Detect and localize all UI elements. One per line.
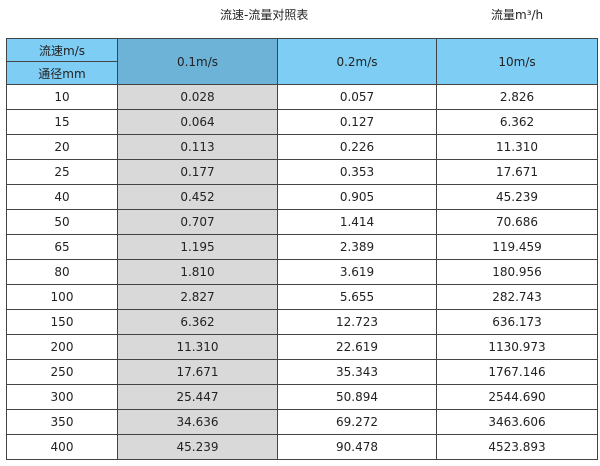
flow-cell: 70.686 — [436, 209, 598, 235]
flow-cell: 0.905 — [277, 184, 437, 210]
diameter-cell: 150 — [6, 309, 118, 335]
diameter-cell: 15 — [6, 109, 118, 135]
flow-cell: 45.239 — [117, 434, 278, 460]
flow-cell: 11.310 — [436, 134, 598, 160]
flow-cell: 1.810 — [117, 259, 278, 285]
flow-cell: 11.310 — [117, 334, 278, 360]
flow-cell: 17.671 — [117, 359, 278, 385]
unit-label: 流量m³/h — [491, 8, 544, 22]
table-row: 40 0.452 0.905 45.239 — [6, 184, 598, 210]
column-header-0.2: 0.2m/s — [277, 38, 437, 85]
flow-cell: 6.362 — [117, 309, 278, 335]
flow-cell: 1.414 — [277, 209, 437, 235]
diameter-cell: 250 — [6, 359, 118, 385]
flow-cell: 34.636 — [117, 409, 278, 435]
flow-cell: 180.956 — [436, 259, 598, 285]
flow-cell: 0.028 — [117, 84, 278, 110]
flow-cell: 90.478 — [277, 434, 437, 460]
diameter-cell: 300 — [6, 384, 118, 410]
flow-cell: 119.459 — [436, 234, 598, 260]
flow-cell: 22.619 — [277, 334, 437, 360]
flow-cell: 2.827 — [117, 284, 278, 310]
flow-table: 流速m/s 0.1m/s 0.2m/s 10m/s 通径mm 10 0.028 0.… — [6, 38, 598, 460]
flow-cell: 2.389 — [277, 234, 437, 260]
flow-cell: 0.127 — [277, 109, 437, 135]
diameter-cell: 10 — [6, 84, 118, 110]
table-row: 10 0.028 0.057 2.826 — [6, 84, 598, 110]
table-title: 流速-流量对照表 — [220, 8, 309, 22]
column-header-10: 10m/s — [436, 38, 598, 85]
flow-cell: 2544.690 — [436, 384, 598, 410]
table-row: 50 0.707 1.414 70.686 — [6, 209, 598, 235]
table-row: 300 25.447 50.894 2544.690 — [6, 384, 598, 410]
table-row: 150 6.362 12.723 636.173 — [6, 309, 598, 335]
table-row: 20 0.113 0.226 11.310 — [6, 134, 598, 160]
flow-cell: 12.723 — [277, 309, 437, 335]
flow-cell: 1767.146 — [436, 359, 598, 385]
flow-cell: 0.113 — [117, 134, 278, 160]
flow-cell: 69.272 — [277, 409, 437, 435]
flow-cell: 1.195 — [117, 234, 278, 260]
flow-cell: 282.743 — [436, 284, 598, 310]
table-row: 65 1.195 2.389 119.459 — [6, 234, 598, 260]
flow-cell: 3463.606 — [436, 409, 598, 435]
table-row: 350 34.636 69.272 3463.606 — [6, 409, 598, 435]
flow-cell: 0.452 — [117, 184, 278, 210]
flow-cell: 6.362 — [436, 109, 598, 135]
flow-cell: 0.353 — [277, 159, 437, 185]
column-header-0.1: 0.1m/s — [117, 38, 278, 85]
diameter-cell: 200 — [6, 334, 118, 360]
velocity-header: 流速m/s — [6, 38, 118, 62]
flow-cell: 3.619 — [277, 259, 437, 285]
flow-cell: 2.826 — [436, 84, 598, 110]
table-row: 400 45.239 90.478 4523.893 — [6, 434, 598, 460]
table-row: 25 0.177 0.353 17.671 — [6, 159, 598, 185]
flow-cell: 50.894 — [277, 384, 437, 410]
table-row: 100 2.827 5.655 282.743 — [6, 284, 598, 310]
diameter-cell: 80 — [6, 259, 118, 285]
flow-cell: 1130.973 — [436, 334, 598, 360]
table-row: 80 1.810 3.619 180.956 — [6, 259, 598, 285]
flow-cell: 45.239 — [436, 184, 598, 210]
diameter-header: 通径mm — [6, 61, 118, 85]
flow-cell: 5.655 — [277, 284, 437, 310]
diameter-cell: 100 — [6, 284, 118, 310]
diameter-cell: 20 — [6, 134, 118, 160]
flow-cell: 35.343 — [277, 359, 437, 385]
flow-cell: 4523.893 — [436, 434, 598, 460]
diameter-cell: 50 — [6, 209, 118, 235]
diameter-cell: 40 — [6, 184, 118, 210]
flow-cell: 636.173 — [436, 309, 598, 335]
diameter-cell: 25 — [6, 159, 118, 185]
flow-cell: 0.064 — [117, 109, 278, 135]
flow-cell: 17.671 — [436, 159, 598, 185]
table-row: 250 17.671 35.343 1767.146 — [6, 359, 598, 385]
diameter-cell: 400 — [6, 434, 118, 460]
flow-cell: 25.447 — [117, 384, 278, 410]
flow-cell: 0.177 — [117, 159, 278, 185]
table-row: 200 11.310 22.619 1130.973 — [6, 334, 598, 360]
diameter-cell: 65 — [6, 234, 118, 260]
flow-cell: 0.226 — [277, 134, 437, 160]
diameter-cell: 350 — [6, 409, 118, 435]
table-row: 15 0.064 0.127 6.362 — [6, 109, 598, 135]
flow-cell: 0.057 — [277, 84, 437, 110]
flow-cell: 0.707 — [117, 209, 278, 235]
